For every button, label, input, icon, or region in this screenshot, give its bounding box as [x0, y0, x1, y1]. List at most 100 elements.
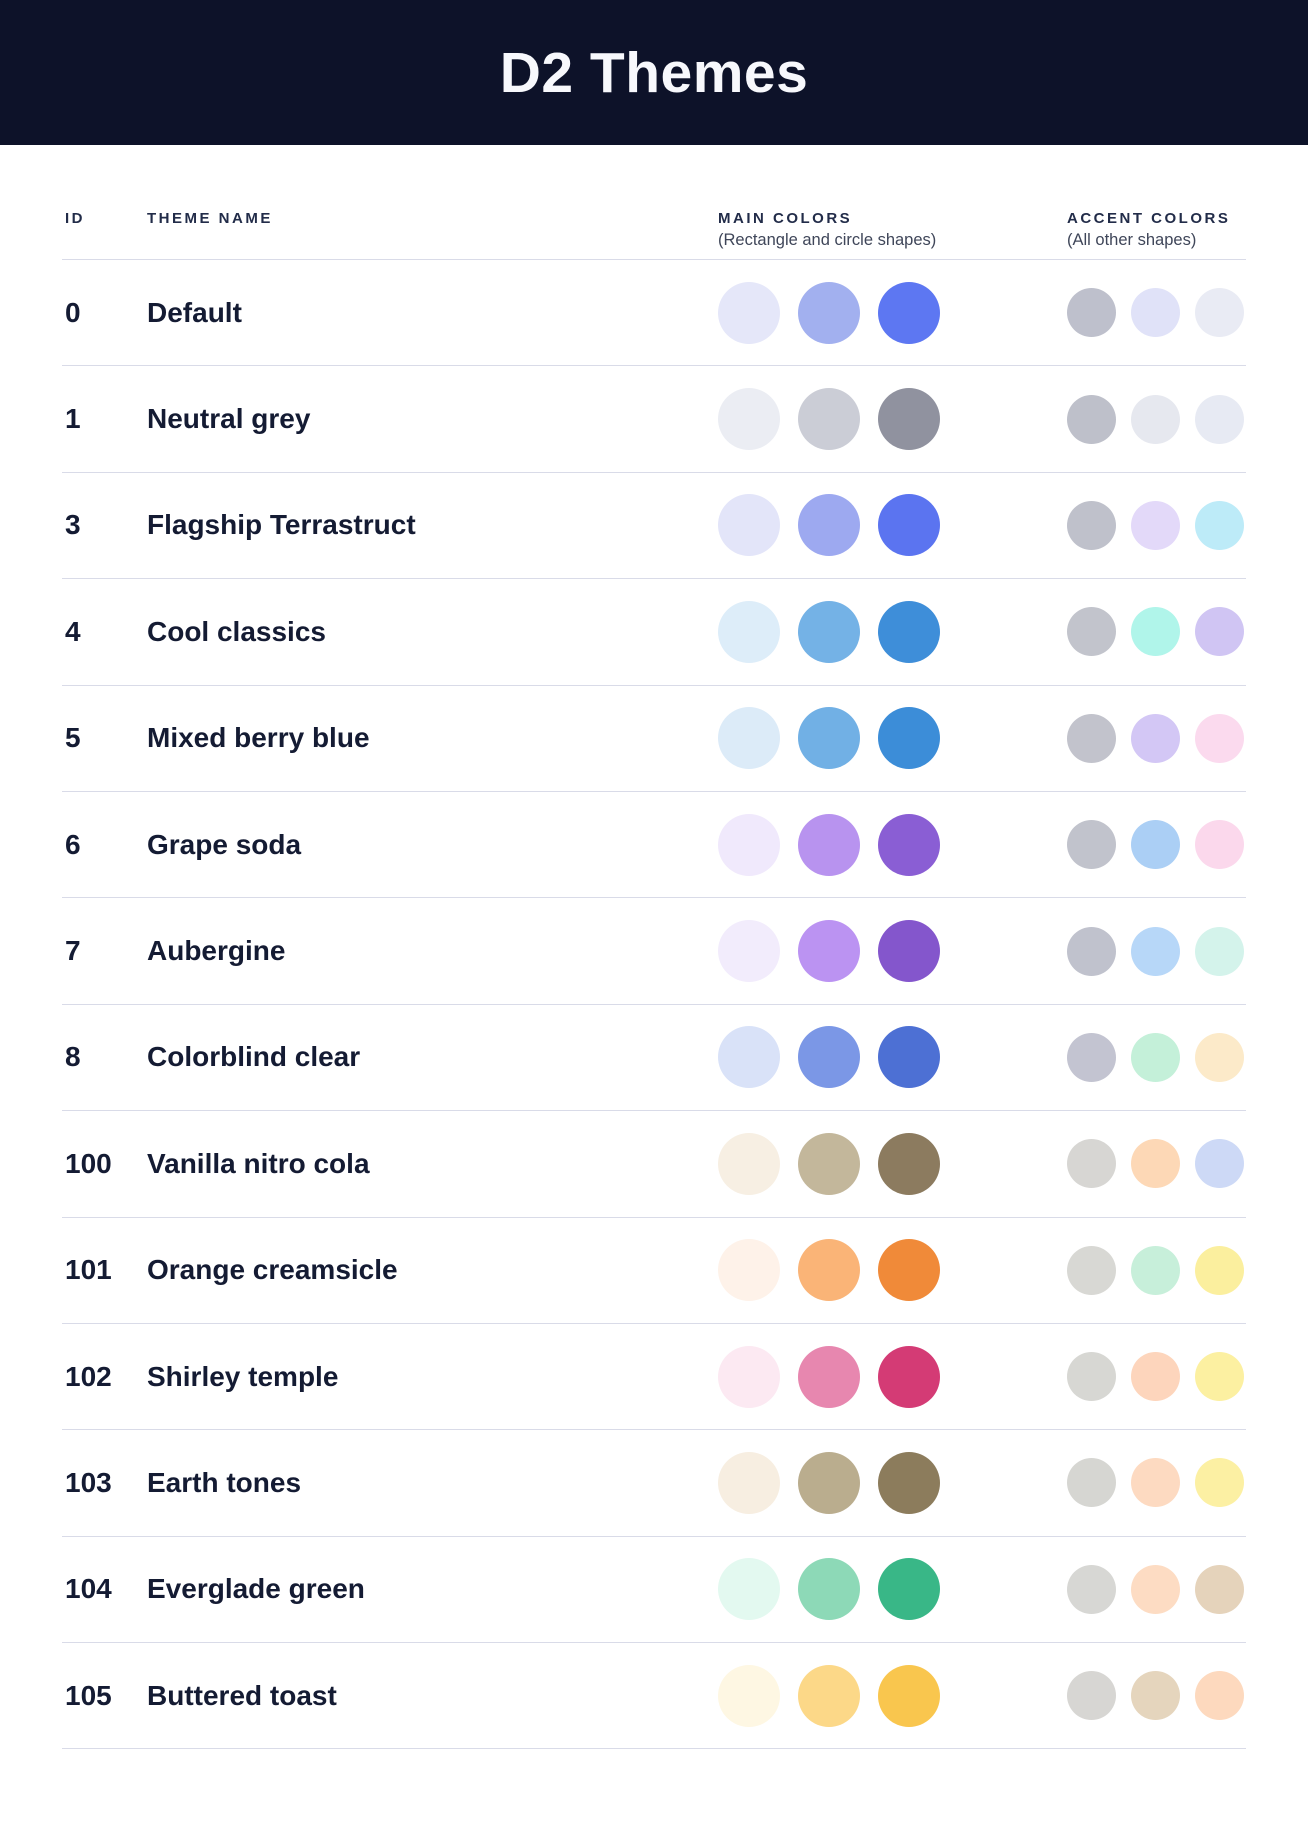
accent-color-swatch-3: [1195, 1032, 1244, 1082]
accent-color-swatch-3: [1195, 1352, 1244, 1402]
main-color-swatch-1: [718, 813, 780, 876]
accent-color-swatches: [1067, 1564, 1246, 1614]
main-colors-cell: [718, 1026, 1067, 1089]
main-colors-cell: [718, 1239, 1067, 1302]
accent-colors-cell: [1067, 820, 1246, 870]
accent-color-swatches: [1067, 1671, 1246, 1721]
theme-id: 4: [65, 615, 81, 647]
main-colors-column-subtitle: (Rectangle and circle shapes): [718, 231, 937, 249]
theme-id: 3: [65, 509, 81, 541]
main-color-swatches: [718, 813, 1067, 876]
main-color-swatch-3: [878, 494, 940, 557]
accent-color-swatch-1: [1067, 1458, 1116, 1508]
theme-id: 8: [65, 1041, 81, 1073]
main-color-swatches: [718, 281, 1067, 344]
page-title: D2 Themes: [499, 40, 809, 105]
accent-color-swatch-2: [1131, 1032, 1180, 1082]
accent-color-swatch-1: [1067, 1032, 1116, 1082]
table-row: 100 Vanilla nitro cola: [62, 1111, 1246, 1218]
accent-color-swatch-3: [1195, 1564, 1244, 1614]
accent-color-swatch-1: [1067, 926, 1116, 976]
accent-color-swatch-2: [1131, 1671, 1180, 1721]
main-color-swatch-1: [718, 1664, 780, 1727]
main-color-swatch-3: [878, 1132, 940, 1195]
accent-colors-cell: [1067, 1671, 1246, 1721]
theme-name: Everglade green: [147, 1573, 365, 1605]
table-row: 1 Neutral grey: [62, 366, 1246, 473]
main-colors-cell: [718, 1345, 1067, 1408]
main-color-swatch-2: [798, 707, 860, 770]
theme-id-cell: 0: [62, 297, 147, 329]
theme-id-cell: 8: [62, 1041, 147, 1073]
main-color-swatch-3: [878, 1664, 940, 1727]
table-row: 101 Orange creamsicle: [62, 1218, 1246, 1324]
table-header-row: ID THEME NAME MAIN COLORS (Rectangle and…: [62, 209, 1246, 260]
accent-color-swatch-1: [1067, 1245, 1116, 1295]
main-color-swatch-1: [718, 494, 780, 557]
accent-color-swatch-3: [1195, 1671, 1244, 1721]
accent-color-swatch-2: [1131, 500, 1180, 550]
main-color-swatch-2: [798, 920, 860, 983]
accent-colors-cell: [1067, 394, 1246, 444]
table-row: 7 Aubergine: [62, 898, 1246, 1005]
accent-color-swatch-3: [1195, 1458, 1244, 1508]
theme-name: Buttered toast: [147, 1679, 337, 1711]
theme-name: Vanilla nitro cola: [147, 1147, 370, 1179]
theme-id: 105: [65, 1679, 112, 1711]
theme-id: 104: [65, 1573, 112, 1605]
accent-color-swatches: [1067, 1458, 1246, 1508]
table-row: 104 Everglade green: [62, 1537, 1246, 1644]
column-header-accent-colors: ACCENT COLORS (All other shapes): [1067, 209, 1246, 251]
theme-id-cell: 1: [62, 403, 147, 435]
accent-color-swatch-3: [1195, 1139, 1244, 1189]
main-color-swatch-3: [878, 388, 940, 451]
accent-color-swatches: [1067, 1352, 1246, 1402]
theme-name-cell: Grape soda: [147, 829, 718, 861]
main-color-swatch-1: [718, 1239, 780, 1302]
main-color-swatches: [718, 1345, 1067, 1408]
theme-name: Aubergine: [147, 935, 286, 967]
main-color-swatch-3: [878, 813, 940, 876]
accent-colors-cell: [1067, 1458, 1246, 1508]
theme-id: 102: [65, 1360, 112, 1392]
accent-color-swatch-3: [1195, 500, 1244, 550]
main-color-swatch-2: [798, 1239, 860, 1302]
table-row: 105 Buttered toast: [62, 1643, 1246, 1750]
theme-id: 103: [65, 1466, 112, 1498]
accent-color-swatches: [1067, 1139, 1246, 1189]
main-colors-column-label: MAIN COLORS: [718, 210, 853, 227]
main-color-swatch-1: [718, 1558, 780, 1621]
accent-color-swatch-1: [1067, 500, 1116, 550]
main-color-swatch-1: [718, 1451, 780, 1514]
theme-name-cell: Aubergine: [147, 935, 718, 967]
main-color-swatch-3: [878, 1239, 940, 1302]
main-colors-cell: [718, 600, 1067, 663]
accent-color-swatch-1: [1067, 394, 1116, 444]
theme-id-cell: 4: [62, 616, 147, 648]
theme-id: 0: [65, 296, 81, 328]
main-color-swatches: [718, 1239, 1067, 1302]
column-header-theme-name: THEME NAME: [147, 209, 718, 229]
accent-color-swatch-2: [1131, 1245, 1180, 1295]
main-color-swatch-3: [878, 1558, 940, 1621]
accent-color-swatch-1: [1067, 1671, 1116, 1721]
main-color-swatch-1: [718, 600, 780, 663]
main-colors-cell: [718, 707, 1067, 770]
main-color-swatches: [718, 920, 1067, 983]
table-body: 0 Default 1 Neutral grey: [62, 260, 1246, 1750]
main-color-swatch-2: [798, 281, 860, 344]
main-color-swatches: [718, 1451, 1067, 1514]
theme-name: Shirley temple: [147, 1360, 339, 1392]
main-colors-cell: [718, 281, 1067, 344]
accent-color-swatch-1: [1067, 1139, 1116, 1189]
theme-name-cell: Flagship Terrastruct: [147, 509, 718, 541]
accent-color-swatch-3: [1195, 607, 1244, 657]
main-color-swatches: [718, 494, 1067, 557]
main-colors-cell: [718, 388, 1067, 451]
main-color-swatch-1: [718, 1345, 780, 1408]
theme-id-cell: 104: [62, 1573, 147, 1605]
theme-name-cell: Colorblind clear: [147, 1041, 718, 1073]
main-color-swatches: [718, 1026, 1067, 1089]
accent-color-swatches: [1067, 607, 1246, 657]
main-colors-cell: [718, 1451, 1067, 1514]
